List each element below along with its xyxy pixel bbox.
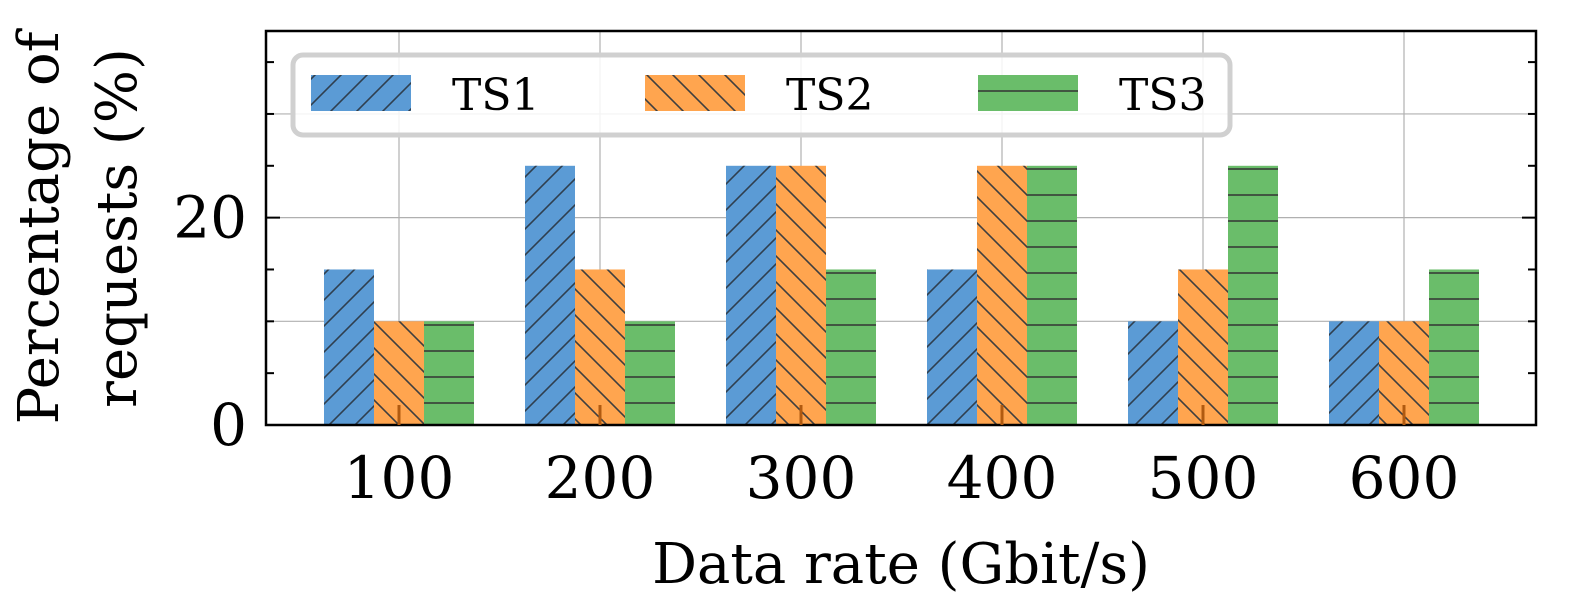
legend-label: TS2 bbox=[786, 70, 873, 121]
bar-ts1-100 bbox=[324, 269, 374, 425]
bar-ts2-300 bbox=[776, 165, 826, 425]
legend-entry-ts1: TS1 bbox=[311, 70, 539, 121]
legend-box bbox=[290, 52, 1233, 138]
bar-hatch bbox=[525, 165, 575, 425]
x-tick-label: 400 bbox=[947, 444, 1058, 512]
legend-swatch-hatch bbox=[311, 75, 411, 111]
legend: TS1 TS2 TS3 bbox=[290, 52, 1233, 138]
bar-ts3-500 bbox=[1228, 165, 1278, 425]
bar-hatch bbox=[1329, 321, 1379, 425]
bar-hatch bbox=[726, 165, 776, 425]
bar-ts3-400 bbox=[1027, 165, 1077, 425]
bar-ts3-600 bbox=[1429, 269, 1479, 425]
bar-hatch bbox=[424, 321, 474, 425]
plot-frame bbox=[264, 29, 1538, 427]
bar-hatch bbox=[1228, 165, 1278, 425]
bar-hatch bbox=[826, 269, 876, 425]
bar-ts1-200 bbox=[525, 165, 575, 425]
x-axis-title: Data rate (Gbit/s) bbox=[652, 532, 1150, 597]
bar-hatch bbox=[575, 269, 625, 425]
bar-hatch bbox=[776, 165, 826, 425]
x-tick-label: 100 bbox=[344, 444, 455, 512]
legend-entry-ts2: TS2 bbox=[645, 70, 873, 121]
x-tick-label: 300 bbox=[746, 444, 857, 512]
bar-hatch bbox=[1429, 269, 1479, 425]
bars bbox=[324, 165, 1479, 425]
y-tick-label: 20 bbox=[173, 184, 247, 252]
axis-ticks bbox=[266, 61, 1536, 426]
x-tick-label: 500 bbox=[1148, 444, 1259, 512]
tick-labels: 100 200 300 400 500 600 0 20 bbox=[173, 184, 1459, 512]
bar-hatch bbox=[1128, 321, 1178, 425]
bar-ts2-500 bbox=[1178, 269, 1228, 425]
bar-ts2-200 bbox=[575, 269, 625, 425]
bar-ts1-600 bbox=[1329, 321, 1379, 425]
bar-ts1-300 bbox=[726, 165, 776, 425]
bar-ts3-100 bbox=[424, 321, 474, 425]
y-axis-title-line-2: requests (%) bbox=[85, 48, 150, 408]
legend-swatch-hatch bbox=[978, 75, 1078, 111]
x-tick-label: 600 bbox=[1349, 444, 1460, 512]
bar-hatch bbox=[1178, 269, 1228, 425]
legend-entry-ts3: TS3 bbox=[978, 70, 1206, 121]
bar-hatch bbox=[625, 321, 675, 425]
x-tick-label: 200 bbox=[545, 444, 656, 512]
bar-ts1-500 bbox=[1128, 321, 1178, 425]
bar-ts2-400 bbox=[977, 165, 1027, 425]
legend-label: TS3 bbox=[1119, 70, 1206, 121]
bar-ts3-200 bbox=[625, 321, 675, 425]
bar-hatch bbox=[977, 165, 1027, 425]
bar-hatch bbox=[324, 269, 374, 425]
bar-ts3-300 bbox=[826, 269, 876, 425]
y-tick-label: 0 bbox=[210, 391, 247, 459]
bar-ts1-400 bbox=[927, 269, 977, 425]
bar-hatch bbox=[927, 269, 977, 425]
legend-label: TS1 bbox=[452, 70, 539, 121]
bar-hatch bbox=[1027, 165, 1077, 425]
y-axis-title-line-1: Percentage of bbox=[7, 27, 72, 424]
legend-swatch-hatch bbox=[645, 75, 745, 111]
